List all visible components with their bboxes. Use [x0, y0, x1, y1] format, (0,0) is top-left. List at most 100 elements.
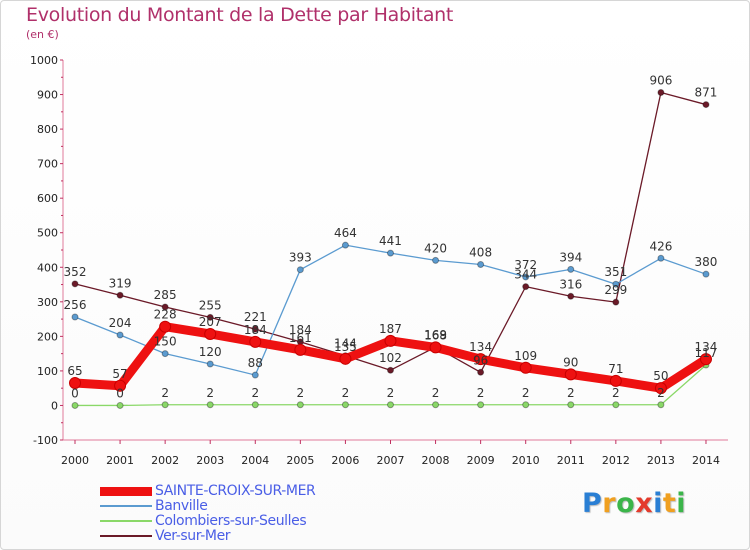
data-label: 221 [244, 310, 267, 324]
data-point [161, 350, 169, 358]
x-tick-label: 2004 [241, 454, 269, 467]
data-label: 65 [67, 364, 82, 378]
x-tick-label: 2014 [692, 454, 720, 467]
data-point [161, 401, 169, 409]
data-point [341, 241, 349, 249]
data-point [251, 371, 259, 379]
x-tick-label: 2013 [647, 454, 675, 467]
data-label: 120 [199, 345, 222, 359]
data-label: 102 [379, 351, 402, 365]
data-label: 2 [567, 386, 575, 400]
unit-label: (en €) [26, 28, 59, 41]
data-point [567, 292, 575, 300]
data-point [477, 261, 485, 269]
data-point [519, 361, 532, 374]
data-label: 299 [604, 283, 627, 297]
data-label: 2 [522, 386, 530, 400]
data-point [249, 335, 262, 348]
data-point [296, 266, 304, 274]
data-point [522, 273, 530, 281]
data-point [159, 320, 172, 333]
data-label: 207 [199, 315, 222, 329]
data-point [612, 298, 620, 306]
data-label: 228 [154, 308, 177, 322]
y-tick-label: 200 [37, 330, 58, 343]
legend-label: SAINTE-CROIX-SUR-MER [155, 483, 316, 499]
x-tick-label: 2005 [286, 454, 314, 467]
data-point [612, 401, 620, 409]
data-point [657, 88, 665, 96]
data-point [567, 401, 575, 409]
data-label: 161 [289, 331, 312, 345]
data-label: 2 [206, 386, 214, 400]
data-label: 285 [154, 288, 177, 302]
y-tick-label: 300 [37, 296, 58, 309]
data-label: 57 [112, 367, 127, 381]
data-point [116, 401, 124, 409]
legend-swatch [100, 535, 152, 537]
x-tick-label: 2006 [331, 454, 359, 467]
data-label: 871 [695, 86, 718, 100]
x-tick-label: 2012 [602, 454, 630, 467]
data-label: 184 [289, 323, 312, 337]
data-label: 2 [432, 386, 440, 400]
data-label: 2 [387, 386, 395, 400]
x-tick-label: 2007 [376, 454, 404, 467]
x-tick-label: 2000 [61, 454, 89, 467]
data-point [294, 343, 307, 356]
data-point [386, 249, 394, 257]
data-point [567, 265, 575, 273]
y-tick-label: 1000 [30, 54, 58, 67]
data-label: 351 [604, 265, 627, 279]
data-label: 90 [563, 355, 578, 369]
data-point [654, 382, 667, 395]
data-label: 109 [514, 349, 537, 363]
data-point [612, 280, 620, 288]
data-label: 204 [109, 316, 132, 330]
data-point [384, 334, 397, 347]
data-point [477, 368, 485, 376]
x-tick-label: 2002 [151, 454, 179, 467]
data-point [71, 280, 79, 288]
legend-label: Ver-sur-Mer [155, 528, 231, 544]
x-tick-label: 2009 [467, 454, 495, 467]
legend-label: Colombiers-sur-Seulles [155, 513, 307, 529]
data-label: 0 [71, 386, 79, 400]
data-point [116, 331, 124, 339]
data-label: 0 [116, 386, 124, 400]
data-label: 2 [477, 386, 485, 400]
data-label: 71 [608, 362, 623, 376]
data-point [71, 401, 79, 409]
y-tick-label: 400 [37, 261, 58, 274]
data-point [699, 353, 712, 366]
data-point [702, 270, 710, 278]
legend-swatch [100, 487, 152, 496]
data-point [251, 401, 259, 409]
data-label: 2 [657, 386, 665, 400]
data-label: 135 [334, 340, 357, 354]
data-point [206, 360, 214, 368]
y-tick-label: 600 [37, 192, 58, 205]
data-point [114, 379, 127, 392]
data-label: 256 [64, 298, 87, 312]
y-tick-label: -100 [33, 434, 58, 447]
data-point [71, 313, 79, 321]
y-tick-label: 500 [37, 227, 58, 240]
y-tick-label: 100 [37, 365, 58, 378]
data-label: 134 [469, 340, 492, 354]
data-label: 316 [559, 277, 582, 291]
y-tick-label: 900 [37, 89, 58, 102]
legend-swatch [100, 520, 152, 522]
x-tick-label: 2003 [196, 454, 224, 467]
x-tick-label: 2001 [106, 454, 134, 467]
data-point [69, 377, 81, 389]
data-label: 420 [424, 241, 447, 255]
data-label: 150 [154, 335, 177, 349]
data-point [251, 325, 259, 333]
data-point [386, 401, 394, 409]
data-label: 50 [653, 369, 668, 383]
data-label: 380 [695, 255, 718, 269]
legend-swatch [100, 505, 152, 507]
data-point [296, 401, 304, 409]
